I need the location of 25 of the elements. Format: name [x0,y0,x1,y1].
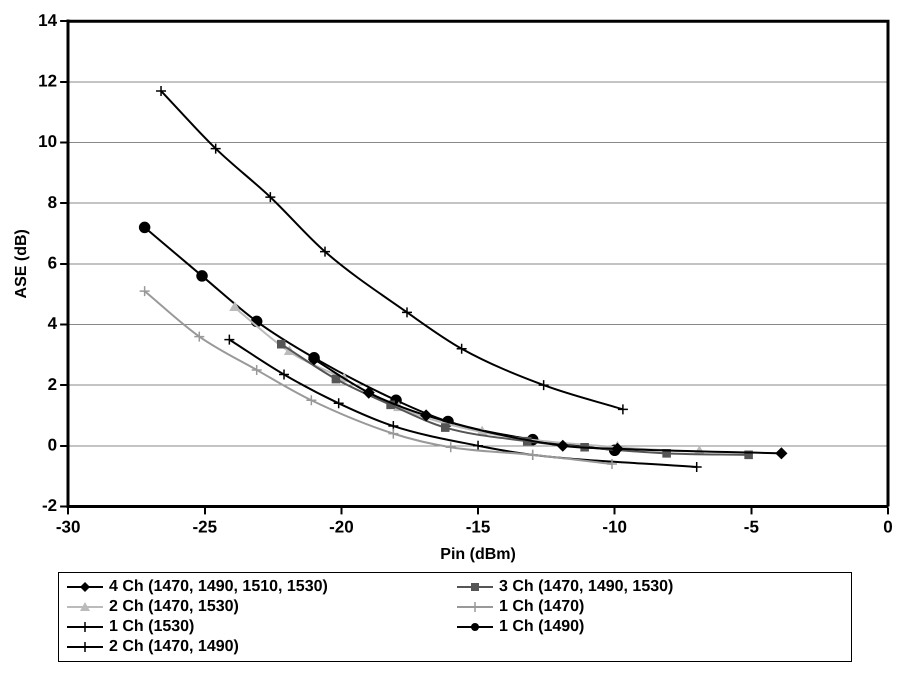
legend-label: 1 Ch (1470) [499,597,584,617]
x-axis-title: Pin (dBm) [440,546,516,563]
y-tick-label: 0 [48,435,58,454]
y-tick-label: 12 [38,72,58,91]
y-tick-label: 10 [38,132,58,152]
x-tick-label: -15 [466,517,490,536]
legend-label: 1 Ch (1530) [109,617,194,637]
legend-label: 2 Ch (1470, 1530) [109,597,239,617]
legend-label: 3 Ch (1470, 1490, 1530) [499,577,674,597]
x-tick-label: -10 [602,517,627,536]
x-tick-label: -30 [56,517,80,536]
y-axis-title: ASE (dB) [13,229,30,298]
y-tick-label: 4 [48,314,58,334]
legend-label: 2 Ch (1470, 1490) [109,637,239,657]
x-tick-label: -5 [744,517,759,536]
y-tick-label: -2 [42,496,58,516]
x-tick-label: -25 [192,517,218,536]
y-tick-label: 6 [48,253,58,272]
legend-label: 1 Ch (1490) [499,617,584,637]
y-tick-label: 14 [38,10,58,30]
y-tick-label: 2 [48,374,58,394]
x-tick-label: -20 [329,517,354,536]
y-tick-label: 8 [48,192,58,212]
x-tick-label: 0 [883,517,893,536]
legend-label: 4 Ch (1470, 1490, 1510, 1530) [109,577,328,597]
